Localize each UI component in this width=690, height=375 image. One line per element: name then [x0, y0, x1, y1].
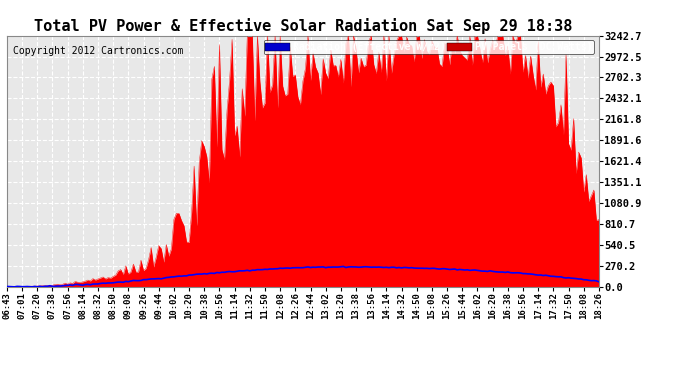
Legend: Radiation (Effective W/m2), PV Panels (DC Watts): Radiation (Effective W/m2), PV Panels (D… [264, 40, 594, 54]
Text: Copyright 2012 Cartronics.com: Copyright 2012 Cartronics.com [13, 46, 184, 56]
Title: Total PV Power & Effective Solar Radiation Sat Sep 29 18:38: Total PV Power & Effective Solar Radiati… [34, 18, 572, 34]
